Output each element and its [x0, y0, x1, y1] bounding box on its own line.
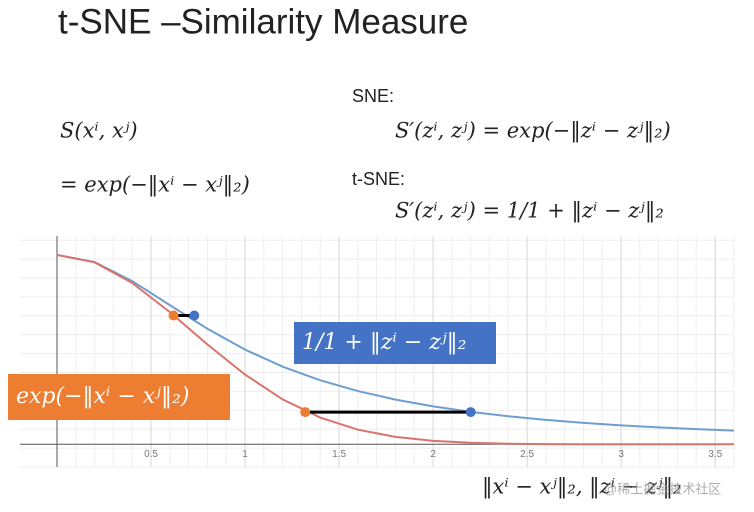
x-tick-label: 2	[430, 449, 436, 460]
plot: 0.5 1 1.5 2 2.5 3 3.5 1/1 + ‖zⁱ − zʲ‖₂ exp(−‖xⁱ …	[8, 236, 735, 468]
label: t-SNE:	[352, 169, 405, 189]
marker-point	[465, 407, 476, 418]
legend-box	[8, 374, 230, 420]
x-tick-label: 2.5	[520, 449, 534, 460]
marker-point	[300, 407, 311, 418]
legend-label: 1/1 + ‖zⁱ − zʲ‖₂	[302, 330, 466, 355]
x-tick-label: 0.5	[144, 449, 158, 460]
x-tick-label: 1.5	[332, 449, 346, 460]
legend-label: exp(−‖xⁱ − xʲ‖₂)	[16, 384, 189, 409]
x-tick-label: 3.5	[708, 449, 722, 460]
marker-point	[189, 310, 200, 321]
formula: = exp(−‖xⁱ − xʲ‖₂)	[60, 173, 250, 198]
label: SNE:	[352, 86, 394, 106]
series-line	[56, 253, 734, 446]
legend-box	[294, 322, 496, 364]
x-tick-label: 3	[618, 449, 624, 460]
formula: S(xⁱ, xʲ)	[60, 119, 138, 143]
series-line	[56, 253, 735, 432]
x-axis-label: ‖xⁱ − xʲ‖₂, ‖zⁱ − zʲ‖₂	[482, 475, 681, 500]
title: t-SNE –Similarity Measure	[58, 2, 468, 41]
watermark: @稀土掘金技术社区	[604, 481, 721, 496]
x-tick-label: 1	[242, 449, 248, 460]
formula: S′(zⁱ, zʲ) = exp(−‖zⁱ − zʲ‖₂)	[395, 119, 671, 144]
marker-point	[168, 310, 179, 321]
formula: S′(zⁱ, zʲ) = 1/1 + ‖zⁱ − zʲ‖₂	[395, 199, 664, 224]
